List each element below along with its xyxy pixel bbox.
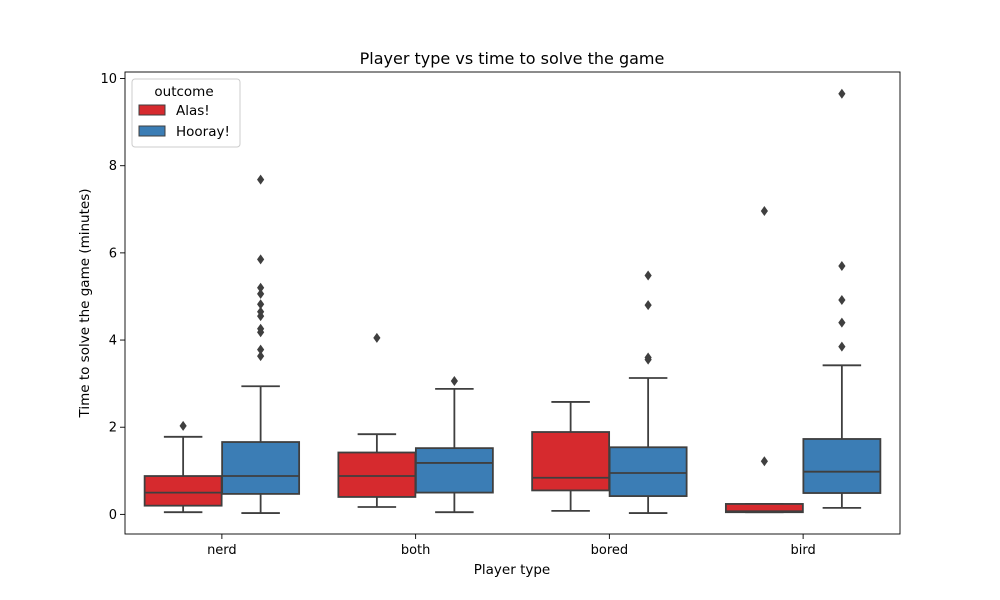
legend: outcome Alas! Hooray! (131, 78, 241, 148)
outlier-point (373, 332, 381, 343)
legend-entry-label: Hooray! (176, 124, 230, 140)
box-iqr (608, 446, 688, 497)
box-bored-alas (531, 401, 611, 512)
outlier-point (838, 88, 846, 99)
x-tick-label: bird (791, 543, 816, 558)
y-tick-label: 10 (100, 72, 117, 87)
box-nerd-alas (143, 420, 223, 514)
axes-frame (124, 71, 901, 535)
outlier-point (760, 456, 768, 467)
box-iqr (221, 441, 301, 495)
outlier-point (838, 294, 846, 305)
outlier-point (450, 376, 458, 387)
x-tick-label: nerd (207, 543, 237, 558)
plot-area (143, 88, 882, 514)
legend-entries: Alas! Hooray! (138, 103, 230, 140)
legend-title: outcome (154, 84, 213, 100)
outlier-point (760, 206, 768, 217)
outlier-point (257, 174, 265, 185)
y-tick-label: 8 (109, 159, 117, 174)
box-bird-hooray (802, 88, 882, 509)
x-tick-label: bored (591, 543, 629, 558)
outlier-point (838, 317, 846, 328)
outlier-point (257, 299, 265, 310)
outlier-point (644, 270, 652, 281)
outlier-point (644, 300, 652, 311)
outlier-point (257, 282, 265, 293)
x-axis: nerd both bored bird (207, 534, 816, 558)
box-iqr (414, 447, 494, 494)
box-bored-hooray (608, 270, 688, 514)
outlier-point (838, 341, 846, 352)
y-axis-label: Time to solve the game (minutes) (77, 188, 93, 418)
box-iqr (337, 451, 417, 498)
legend-entry-label: Alas! (176, 103, 210, 119)
outlier-point (257, 288, 265, 299)
box-nerd-hooray (221, 174, 301, 514)
outlier-point (257, 323, 265, 334)
outlier-point (257, 344, 265, 355)
y-axis: 0 2 4 6 8 10 (100, 72, 125, 523)
box-iqr (802, 438, 882, 494)
legend-swatch (138, 125, 166, 137)
y-tick-label: 6 (109, 246, 117, 261)
box-iqr (143, 475, 223, 507)
box-bird-alas (724, 206, 804, 514)
x-tick-label: both (401, 543, 431, 558)
y-tick-label: 4 (109, 334, 117, 349)
outlier-point (179, 420, 187, 431)
outlier-point (838, 260, 846, 271)
box-both-alas (337, 332, 417, 508)
outlier-point (644, 352, 652, 363)
y-tick-label: 0 (109, 508, 117, 523)
chart-title: Player type vs time to solve the game (360, 49, 665, 68)
legend-swatch (138, 104, 166, 116)
outlier-point (257, 254, 265, 265)
outlier-point (257, 306, 265, 317)
x-axis-label: Player type (474, 562, 550, 578)
outlier-point (257, 351, 265, 362)
box-iqr (531, 431, 611, 492)
y-tick-label: 2 (109, 421, 117, 436)
box-both-hooray (414, 376, 494, 514)
